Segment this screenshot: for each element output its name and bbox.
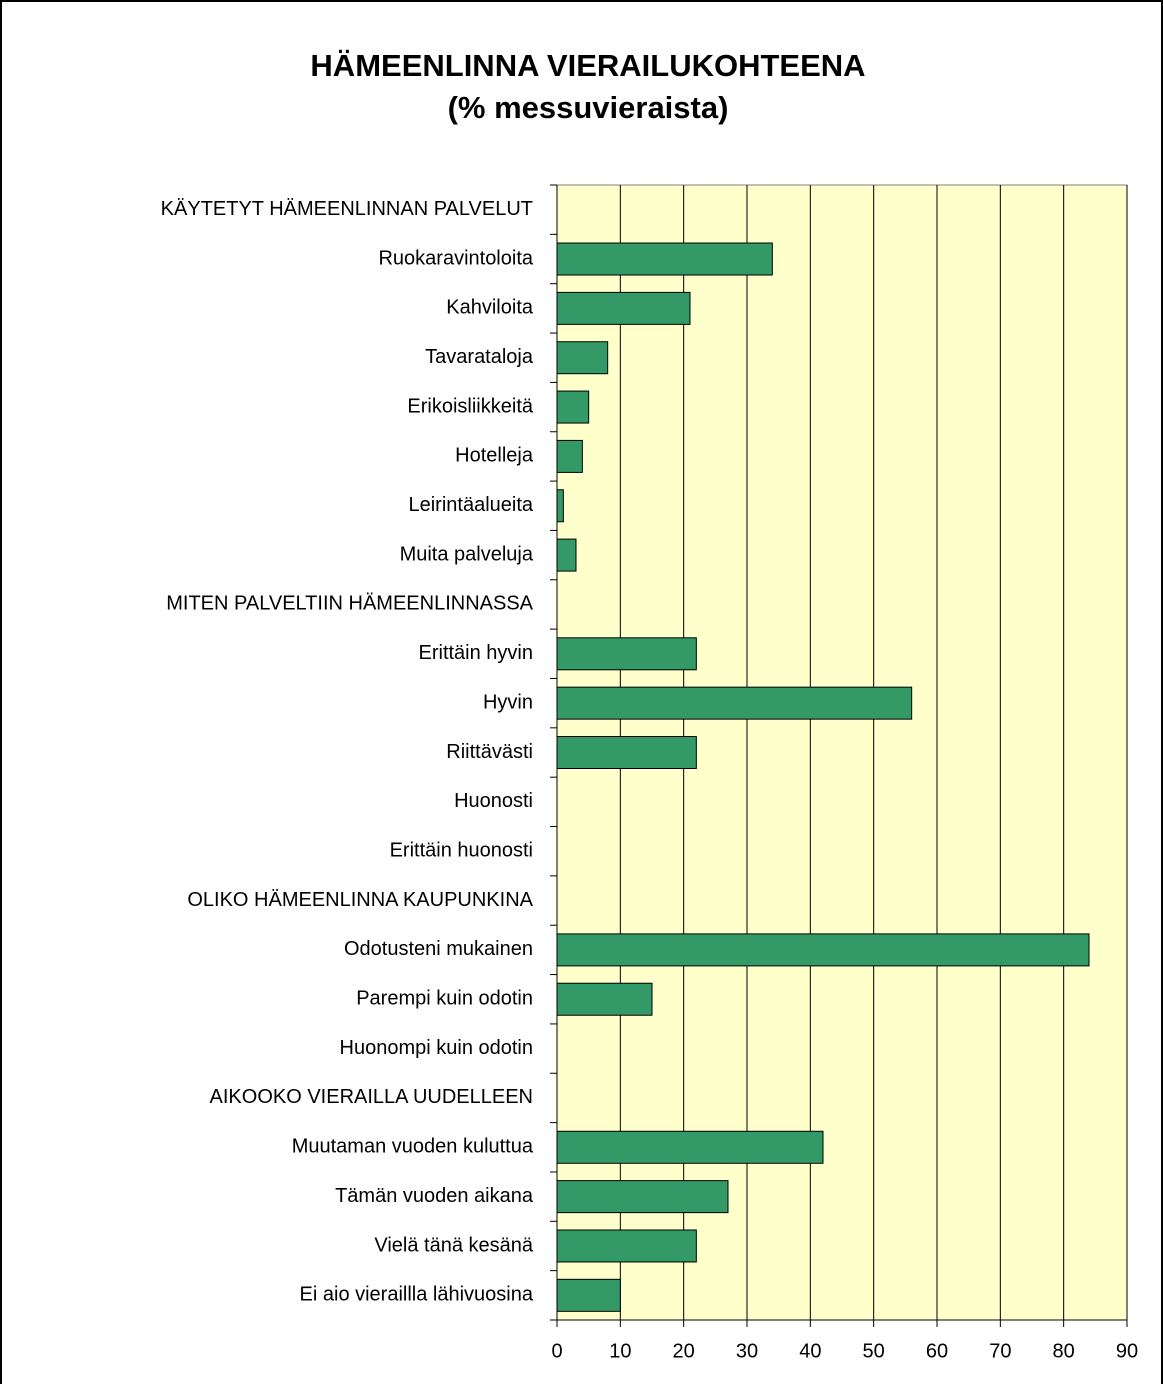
x-tick-label: 0 bbox=[551, 1340, 562, 1362]
y-tick-label: Erittäin hyvin bbox=[419, 642, 534, 664]
y-tick-label: KÄYTETYT HÄMEENLINNAN PALVELUT bbox=[161, 198, 533, 220]
bar bbox=[556, 1229, 697, 1263]
y-tick-label: Ei aio vieraillla lähivuosina bbox=[300, 1284, 534, 1306]
y-tick-label: Ruokaravintoloita bbox=[378, 247, 533, 269]
bar bbox=[556, 637, 697, 671]
y-tick-label: Huonosti bbox=[454, 790, 533, 812]
bar bbox=[556, 982, 653, 1016]
bar bbox=[556, 1180, 729, 1214]
bar bbox=[556, 933, 1090, 967]
bar bbox=[556, 390, 590, 424]
y-tick-label: Huonompi kuin odotin bbox=[340, 1037, 533, 1059]
chart-subtitle: (% messuvieraista) bbox=[448, 90, 729, 125]
y-tick-label: Erittäin huonosti bbox=[390, 839, 533, 861]
x-tick-label: 10 bbox=[609, 1340, 631, 1362]
y-tick-label: Hotelleja bbox=[455, 445, 534, 467]
x-tick-label: 70 bbox=[989, 1340, 1011, 1362]
chart-title: HÄMEENLINNA VIERAILUKOHTEENA bbox=[310, 48, 865, 83]
bar bbox=[556, 489, 564, 523]
bar bbox=[556, 736, 697, 769]
y-tick-label: OLIKO HÄMEENLINNA KAUPUNKINA bbox=[187, 889, 533, 911]
y-tick-label: Riittävästi bbox=[446, 741, 533, 763]
bar bbox=[556, 1130, 824, 1164]
y-tick-label: Hyvin bbox=[483, 691, 533, 713]
x-tick-label: 30 bbox=[736, 1340, 758, 1362]
x-tick-label: 50 bbox=[863, 1340, 885, 1362]
bar bbox=[556, 341, 609, 375]
y-tick-label: Tavarataloja bbox=[425, 346, 534, 368]
y-tick-label: Muita palveluja bbox=[400, 543, 534, 565]
bar bbox=[556, 291, 691, 325]
bar bbox=[556, 439, 583, 473]
y-tick-label: Odotusteni mukainen bbox=[344, 938, 533, 960]
bar bbox=[556, 686, 913, 720]
x-tick-label: 40 bbox=[799, 1340, 821, 1362]
bar bbox=[556, 1278, 621, 1312]
x-tick-label: 60 bbox=[926, 1340, 948, 1362]
y-tick-label: Parempi kuin odotin bbox=[356, 988, 533, 1010]
y-tick-label: Muutaman vuoden kuluttua bbox=[292, 1136, 534, 1158]
x-tick-label: 80 bbox=[1053, 1340, 1075, 1362]
y-tick-label: Tämän vuoden aikana bbox=[335, 1185, 534, 1207]
bar bbox=[556, 242, 773, 276]
x-tick-label: 90 bbox=[1116, 1340, 1138, 1362]
y-tick-label: Erikoisliikkeitä bbox=[407, 395, 533, 417]
y-tick-label: Kahviloita bbox=[446, 297, 534, 319]
y-tick-label: Vielä tänä kesänä bbox=[374, 1234, 534, 1256]
x-tick-label: 20 bbox=[673, 1340, 695, 1362]
y-tick-label: MITEN PALVELTIIN HÄMEENLINNASSA bbox=[166, 593, 533, 615]
bar bbox=[556, 538, 577, 572]
y-tick-label: Leirintäalueita bbox=[408, 494, 533, 516]
y-tick-label: AIKOOKO VIERAILLA UUDELLEEN bbox=[210, 1086, 533, 1108]
